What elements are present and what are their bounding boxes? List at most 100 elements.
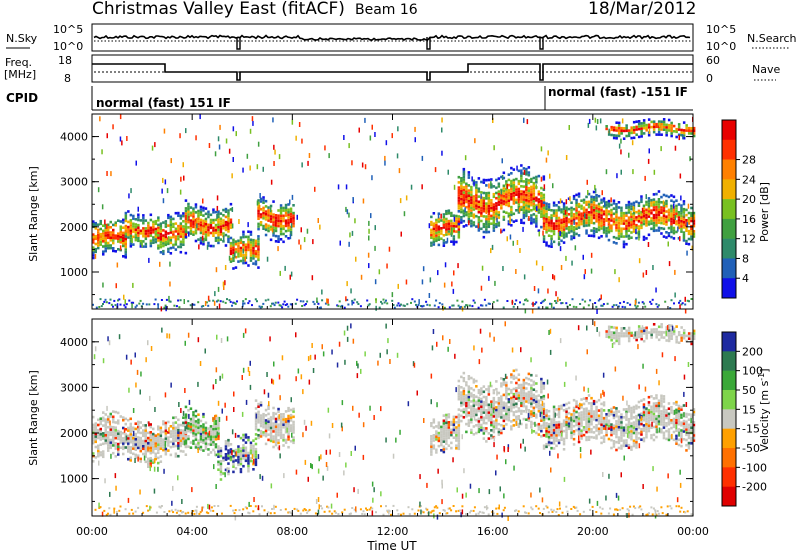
- heatmap-cell: [495, 380, 498, 383]
- heatmap-cell: [532, 380, 536, 384]
- heatmap-cell: [162, 229, 165, 232]
- heatmap-cell: [632, 405, 636, 409]
- heatmap-cell: [482, 178, 486, 182]
- heatmap-cell: [517, 203, 521, 206]
- heatmap-cell: [560, 218, 563, 222]
- heatmap-cell: [199, 213, 203, 216]
- heatmap-cell: [179, 230, 183, 233]
- heatmap-cell: [147, 234, 150, 238]
- heatmap-cell: [460, 414, 463, 418]
- heatmap-cell: [232, 457, 235, 461]
- colorbar-segment: [722, 258, 736, 279]
- heatmap-cell: [617, 206, 621, 209]
- heatmap-cell: [520, 388, 523, 392]
- heatmap-cell: [381, 302, 384, 305]
- heatmap-cell: [605, 127, 608, 131]
- heatmap-cell: [612, 212, 616, 216]
- heatmap-cell: [282, 413, 285, 416]
- heatmap-cell: [132, 444, 135, 448]
- heatmap-cell: [602, 228, 606, 232]
- nsky-gap: [426, 37, 431, 50]
- heatmap-cell: [600, 428, 603, 432]
- heatmap-cell: [682, 121, 686, 124]
- heatmap-cell: [289, 234, 292, 240]
- heatmap-cell: [502, 171, 506, 175]
- heatmap-cell: [410, 301, 412, 304]
- heatmap-cell: [520, 192, 523, 196]
- heatmap-cell: [472, 409, 476, 413]
- heatmap-cell: [502, 424, 506, 428]
- heatmap-cell: [127, 447, 130, 451]
- heatmap-cell: [192, 413, 195, 417]
- heatmap-cell: [437, 238, 441, 241]
- heatmap-cell: [301, 138, 303, 144]
- heatmap-cell: [487, 222, 491, 226]
- heatmap-cell: [672, 221, 676, 225]
- heatmap-cell: [444, 262, 447, 268]
- heatmap-cell: [254, 420, 258, 423]
- heatmap-cell: [227, 219, 230, 223]
- heatmap-cell: [351, 160, 353, 166]
- heatmap-cell: [477, 216, 481, 219]
- heatmap-cell: [565, 302, 568, 305]
- heatmap-cell: [467, 202, 471, 205]
- heatmap-cell: [535, 400, 538, 403]
- heatmap-cell: [545, 202, 548, 205]
- heatmap-cell: [147, 232, 150, 235]
- heatmap-cell: [540, 411, 543, 415]
- heatmap-cell: [592, 203, 596, 207]
- heatmap-cell: [254, 252, 258, 256]
- heatmap-cell: [214, 435, 218, 438]
- heatmap-cell: [524, 308, 527, 314]
- heatmap-cell: [595, 196, 598, 200]
- heatmap-cell: [184, 423, 188, 427]
- heatmap-cell: [570, 235, 573, 238]
- heatmap-cell: [452, 428, 456, 432]
- heatmap-cell: [132, 222, 135, 226]
- heatmap-cell: [535, 405, 538, 409]
- heatmap-cell: [457, 222, 461, 226]
- heatmap-cell: [168, 295, 170, 301]
- heatmap-cell: [497, 221, 501, 225]
- heatmap-cell: [94, 221, 97, 225]
- heatmap-cell: [164, 421, 168, 425]
- heatmap-cell: [540, 176, 543, 182]
- heatmap-cell: [184, 429, 188, 432]
- heatmap-cell: [512, 392, 516, 396]
- heatmap-cell: [107, 438, 110, 442]
- heatmap-cell: [653, 169, 656, 175]
- heatmap-cell: [555, 439, 558, 442]
- heatmap-cell: [174, 455, 178, 458]
- heatmap-cell: [492, 420, 496, 423]
- heatmap-cell: [497, 203, 501, 206]
- heatmap-cell: [510, 205, 513, 209]
- heatmap-cell: [99, 451, 102, 454]
- heatmap-cell: [445, 220, 448, 223]
- heatmap-cell: [517, 386, 521, 389]
- heatmap-cell: [540, 186, 543, 190]
- heatmap-cell: [159, 442, 163, 445]
- heatmap-cell: [139, 245, 143, 248]
- heatmap-cell: [104, 231, 107, 235]
- heatmap-cell: [292, 425, 295, 429]
- heatmap-cell: [615, 208, 618, 211]
- heatmap-cell: [632, 128, 636, 132]
- heatmap-cell: [660, 133, 663, 136]
- heatmap-cell: [435, 451, 438, 454]
- heatmap-cell: [187, 220, 190, 224]
- heatmap-cell: [259, 306, 262, 309]
- heatmap-cell: [580, 413, 583, 417]
- heatmap-cell: [515, 177, 518, 181]
- heatmap-cell: [94, 242, 97, 246]
- heatmap-cell: [552, 204, 556, 207]
- heatmap-cell: [595, 437, 598, 440]
- heatmap-cell: [552, 222, 556, 225]
- heatmap-cell: [608, 128, 610, 134]
- heatmap-cell: [622, 211, 626, 215]
- heatmap-cell: [237, 445, 240, 448]
- heatmap-cell: [435, 229, 438, 232]
- heatmap-cell: [532, 396, 536, 399]
- heatmap-cell: [481, 304, 484, 307]
- heatmap-cell: [650, 434, 653, 437]
- heatmap-cell: [480, 193, 482, 199]
